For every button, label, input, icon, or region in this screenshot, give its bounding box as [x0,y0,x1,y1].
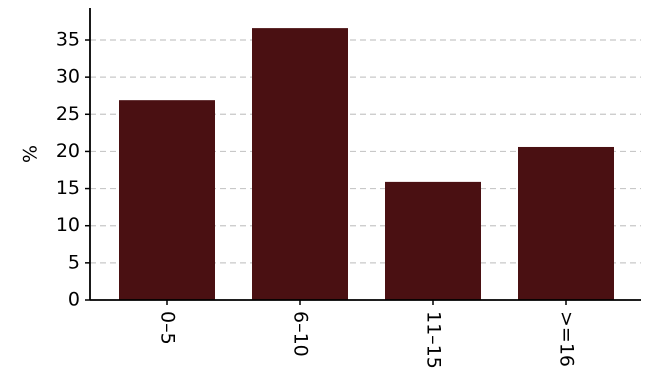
x-tick-label: 11–15 [423,311,445,369]
y-tick-label: 20 [56,140,80,162]
axes [85,8,641,305]
bar [252,28,348,300]
x-tick-label: 0–5 [157,311,179,345]
bars [119,28,614,301]
y-axis-label: % [20,145,42,163]
x-tick-label: >=16 [556,311,578,367]
y-tick-label: 35 [56,29,80,51]
y-tick-label: 0 [68,289,80,311]
y-tick-labels: 0 5 10 15 20 25 30 35 [56,29,80,311]
y-tick-label: 25 [56,103,80,125]
bar [119,100,215,301]
bar [385,181,481,300]
bar [518,146,614,300]
y-tick-label: 15 [56,177,80,199]
y-tick-label: 10 [56,214,80,236]
x-tick-label: 6–10 [290,311,312,357]
y-tick-label: 30 [56,66,80,88]
y-tick-label: 5 [68,251,80,273]
x-tick-labels: 0–5 6–10 11–15 >=16 [157,311,578,369]
